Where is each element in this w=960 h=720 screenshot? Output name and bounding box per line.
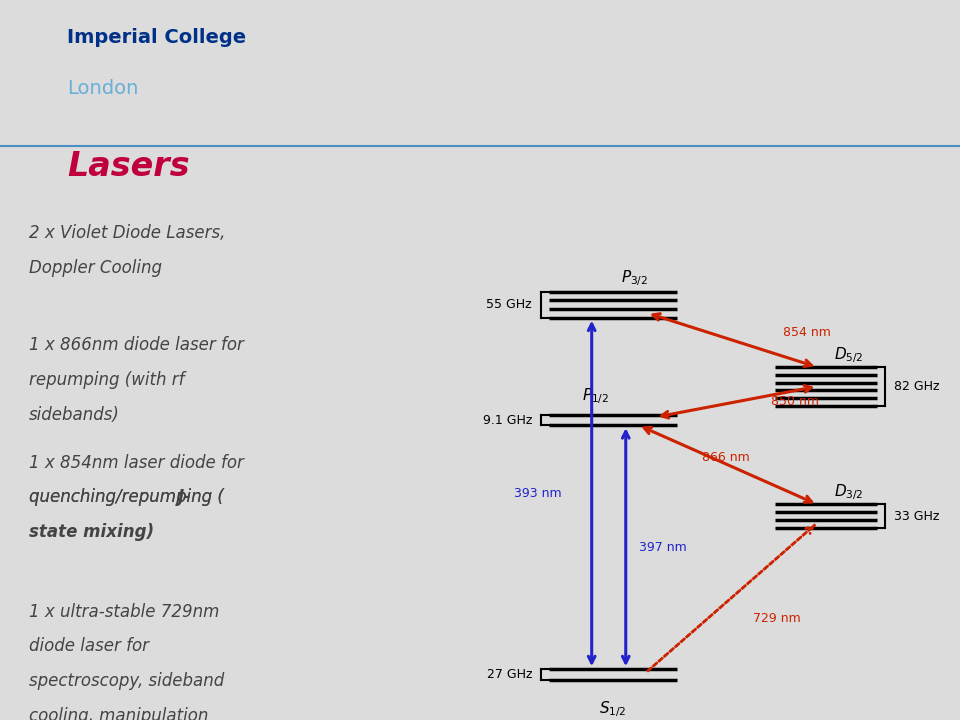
Text: diode laser for: diode laser for xyxy=(29,637,149,655)
Text: 397 nm: 397 nm xyxy=(638,541,686,554)
Text: Imperial College: Imperial College xyxy=(67,28,247,47)
Text: J-: J- xyxy=(178,488,191,506)
Text: 55 GHz: 55 GHz xyxy=(487,298,532,311)
Text: $D_{3/2}$: $D_{3/2}$ xyxy=(834,482,864,502)
Text: quenching/repumping (: quenching/repumping ( xyxy=(29,488,224,506)
Text: 1 x ultra-stable 729nm: 1 x ultra-stable 729nm xyxy=(29,603,219,621)
Text: $D_{5/2}$: $D_{5/2}$ xyxy=(834,345,864,365)
Text: Doppler Cooling: Doppler Cooling xyxy=(29,259,162,277)
Text: Lasers: Lasers xyxy=(67,150,190,183)
Text: 850 nm: 850 nm xyxy=(771,395,819,408)
Text: sidebands): sidebands) xyxy=(29,405,120,423)
Text: 866 nm: 866 nm xyxy=(703,451,750,464)
Text: repumping (with rf: repumping (with rf xyxy=(29,371,184,389)
Text: 393 nm: 393 nm xyxy=(515,487,562,500)
Text: 33 GHz: 33 GHz xyxy=(894,510,939,523)
Text: 1 x 866nm diode laser for: 1 x 866nm diode laser for xyxy=(29,336,244,354)
Text: 2 x Violet Diode Lasers,: 2 x Violet Diode Lasers, xyxy=(29,225,226,243)
Text: state mixing): state mixing) xyxy=(29,523,154,541)
Text: cooling, manipulation: cooling, manipulation xyxy=(29,707,208,720)
Text: London: London xyxy=(67,78,138,98)
Text: 1 x 854nm laser diode for: 1 x 854nm laser diode for xyxy=(29,454,244,472)
Text: $S_{1/2}$: $S_{1/2}$ xyxy=(599,699,627,719)
Text: 9.1 GHz: 9.1 GHz xyxy=(483,413,532,426)
Text: 729 nm: 729 nm xyxy=(754,611,802,624)
Text: $P_{1/2}$: $P_{1/2}$ xyxy=(582,386,609,405)
Text: 854 nm: 854 nm xyxy=(783,326,831,339)
Text: 82 GHz: 82 GHz xyxy=(894,380,940,393)
Text: quenching/repumping (: quenching/repumping ( xyxy=(29,488,224,506)
Text: spectroscopy, sideband: spectroscopy, sideband xyxy=(29,672,224,690)
Text: 27 GHz: 27 GHz xyxy=(487,668,532,681)
Text: $P_{3/2}$: $P_{3/2}$ xyxy=(621,268,648,288)
